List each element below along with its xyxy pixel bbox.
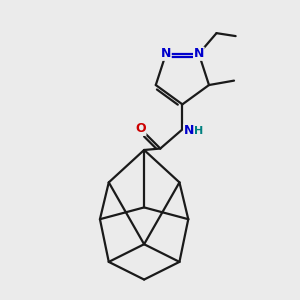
Text: N: N	[194, 47, 204, 60]
Text: N: N	[184, 124, 194, 137]
Text: H: H	[194, 126, 203, 136]
Text: O: O	[135, 122, 146, 135]
Text: N: N	[161, 47, 171, 60]
